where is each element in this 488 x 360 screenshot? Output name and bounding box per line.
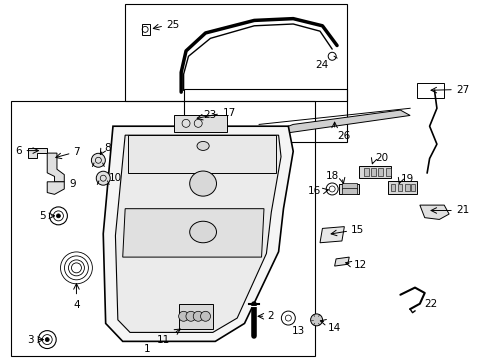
Bar — [378, 168, 383, 176]
Bar — [387, 181, 417, 194]
Text: 2: 2 — [267, 311, 273, 321]
Text: 25: 25 — [166, 20, 180, 30]
Text: 18: 18 — [325, 171, 339, 181]
Bar — [385, 168, 390, 176]
Text: 4: 4 — [73, 300, 80, 310]
Text: 23: 23 — [203, 111, 216, 121]
Bar — [183, 89, 346, 142]
Text: 8: 8 — [104, 143, 111, 153]
Circle shape — [56, 214, 61, 218]
Text: 12: 12 — [353, 260, 366, 270]
Text: 10: 10 — [109, 173, 122, 183]
Circle shape — [178, 311, 188, 321]
Text: 22: 22 — [424, 299, 437, 309]
Ellipse shape — [197, 141, 209, 150]
Ellipse shape — [189, 221, 216, 243]
Circle shape — [45, 338, 49, 342]
Circle shape — [91, 153, 105, 167]
Bar — [11, 101, 314, 356]
Circle shape — [310, 314, 322, 326]
Text: 19: 19 — [400, 174, 413, 184]
Bar — [390, 184, 394, 192]
Polygon shape — [339, 184, 358, 194]
Polygon shape — [127, 135, 276, 173]
Polygon shape — [103, 126, 293, 341]
Bar — [405, 184, 409, 192]
Text: 24: 24 — [314, 60, 328, 70]
Bar — [341, 188, 356, 194]
Text: 11: 11 — [157, 335, 170, 345]
Bar — [174, 116, 227, 132]
Polygon shape — [259, 110, 409, 137]
Text: 1: 1 — [143, 343, 150, 354]
Circle shape — [96, 171, 110, 185]
Polygon shape — [115, 135, 281, 332]
Text: 14: 14 — [327, 323, 340, 333]
Bar — [363, 168, 368, 176]
Text: 5: 5 — [39, 211, 46, 221]
Polygon shape — [122, 209, 264, 257]
Text: 27: 27 — [455, 85, 468, 95]
Circle shape — [185, 311, 196, 321]
Bar — [410, 184, 415, 192]
Polygon shape — [419, 205, 448, 220]
Text: 13: 13 — [292, 326, 305, 336]
Text: 21: 21 — [455, 206, 468, 216]
Bar — [397, 184, 402, 192]
Circle shape — [193, 311, 203, 321]
Circle shape — [200, 311, 210, 321]
Text: 17: 17 — [222, 108, 235, 118]
Bar — [179, 304, 212, 329]
Text: 15: 15 — [350, 225, 363, 235]
Bar — [341, 183, 356, 189]
Bar — [358, 166, 390, 178]
Bar — [125, 4, 346, 101]
Ellipse shape — [189, 171, 216, 196]
Text: 9: 9 — [69, 179, 76, 189]
Polygon shape — [334, 257, 348, 266]
Text: 6: 6 — [15, 145, 22, 156]
Polygon shape — [319, 226, 344, 243]
Polygon shape — [47, 182, 64, 194]
Text: 26: 26 — [336, 131, 349, 141]
Text: 20: 20 — [374, 153, 387, 163]
Text: 16: 16 — [307, 186, 321, 196]
Bar — [370, 168, 375, 176]
Polygon shape — [28, 148, 47, 158]
Polygon shape — [47, 153, 64, 182]
Text: 7: 7 — [73, 147, 80, 157]
Bar — [417, 83, 443, 98]
Text: 3: 3 — [27, 334, 34, 345]
